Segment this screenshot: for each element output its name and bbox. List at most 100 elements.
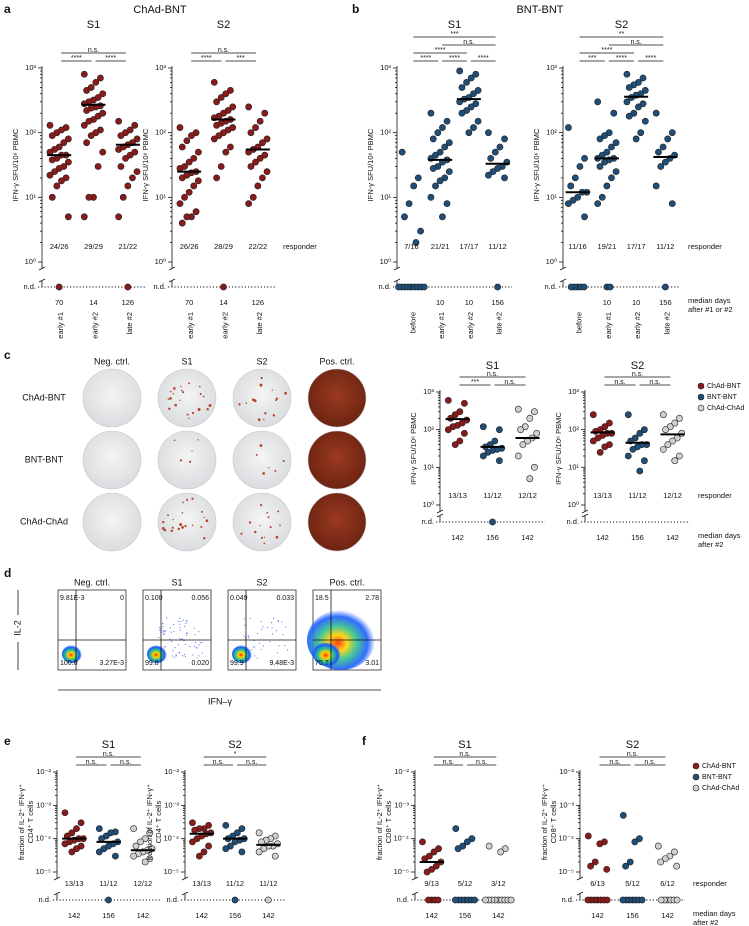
spot [184, 524, 187, 528]
event [278, 645, 280, 647]
data-dot [531, 408, 538, 416]
data-dot [131, 121, 139, 129]
well-row-label: BNT-BNT [25, 454, 64, 464]
spot [255, 453, 258, 456]
spot [179, 385, 182, 388]
data-dot [468, 835, 476, 843]
data-dot [626, 858, 634, 866]
event [189, 645, 191, 647]
chart-title: S2 [615, 19, 628, 31]
data-dot [569, 196, 577, 204]
data-dot [401, 213, 408, 221]
data-dot [444, 426, 452, 434]
spot [188, 417, 190, 420]
spot [238, 403, 241, 406]
data-dot [641, 117, 649, 125]
data-dot [619, 896, 627, 904]
axis-break-mark [168, 278, 176, 283]
spot [259, 444, 263, 447]
event [254, 646, 256, 648]
event [282, 634, 284, 636]
sig-label: *** [237, 55, 245, 62]
spot [207, 408, 209, 411]
event [243, 635, 245, 637]
event [260, 649, 262, 651]
panel-letter: a [4, 2, 11, 16]
spot [266, 511, 269, 514]
responder-count: 11/12 [259, 879, 277, 888]
event [259, 642, 261, 644]
axis-break-mark [581, 513, 589, 518]
data-dot [429, 165, 437, 172]
axis-break-mark [576, 876, 584, 881]
data-dot [576, 163, 584, 170]
y-axis-label: CD8⁺ T cells [384, 801, 393, 844]
spot [269, 526, 272, 529]
event [186, 634, 188, 636]
y-tick-label: 10⁻⁵ [164, 867, 179, 876]
y-axis-label: IFN-γ SFU/10⁶ PBMC [554, 412, 563, 485]
sig-label: **** [71, 55, 82, 62]
x-tick-label: before [575, 312, 584, 333]
event [185, 623, 187, 625]
legend-label: ChAd-ChAd [707, 405, 744, 412]
data-dot [73, 845, 80, 853]
event [170, 640, 172, 642]
axis-break-mark [436, 509, 444, 514]
data-dot [625, 112, 633, 120]
data-dot [571, 174, 579, 182]
event [262, 645, 264, 647]
data-dot [185, 158, 193, 166]
event [192, 654, 194, 656]
x-tick-label: early #1 [604, 312, 613, 339]
data-dot [485, 129, 492, 137]
y-tick-label: 10² [155, 128, 166, 137]
event [254, 655, 256, 657]
data-dot [484, 448, 492, 456]
data-dot [581, 213, 588, 221]
data-dot [632, 135, 640, 143]
responder-count: 9/13 [424, 879, 439, 888]
data-dot [639, 74, 647, 82]
spot [277, 510, 280, 513]
data-dot [259, 139, 266, 147]
y-axis-label: CD4⁺ T cells [154, 801, 163, 844]
data-dot [194, 177, 202, 185]
spot [168, 407, 171, 410]
responder-count: 5/12 [625, 879, 640, 888]
event [249, 618, 251, 620]
panel-letter: d [4, 566, 11, 580]
quadrant-value: 18.5 [315, 595, 329, 602]
data-dot [261, 151, 269, 159]
median-days: 142 [195, 911, 208, 920]
event [186, 632, 188, 634]
well [232, 368, 292, 428]
data-dot [233, 829, 241, 837]
data-dot [141, 858, 149, 866]
responder-count: 11/12 [656, 242, 674, 251]
chart-title: S1 [87, 19, 100, 31]
data-dot [252, 124, 259, 131]
event [179, 652, 181, 654]
spot [177, 527, 180, 531]
responder-count: 11/16 [569, 242, 587, 251]
axis-break-mark [436, 513, 444, 518]
data-dot [195, 852, 203, 860]
quadrant-value: 2.78 [365, 595, 379, 602]
data-dot [659, 445, 667, 453]
median-days: 142 [68, 911, 81, 920]
panel-letter: b [352, 2, 359, 16]
event [261, 628, 263, 630]
x-tick-label: early #1 [56, 312, 65, 339]
data-dot [580, 283, 588, 291]
well [232, 430, 292, 490]
data-dot [271, 852, 279, 860]
y-tick-label: 10³ [25, 63, 36, 72]
panel-letter: e [4, 734, 11, 748]
data-dot [676, 452, 683, 460]
spot [262, 472, 265, 475]
event [175, 654, 177, 656]
data-dot [181, 193, 188, 201]
y-axis-label: fraction of IL-2⁺ IFN-γ⁺ [145, 784, 154, 860]
spot [200, 525, 203, 528]
